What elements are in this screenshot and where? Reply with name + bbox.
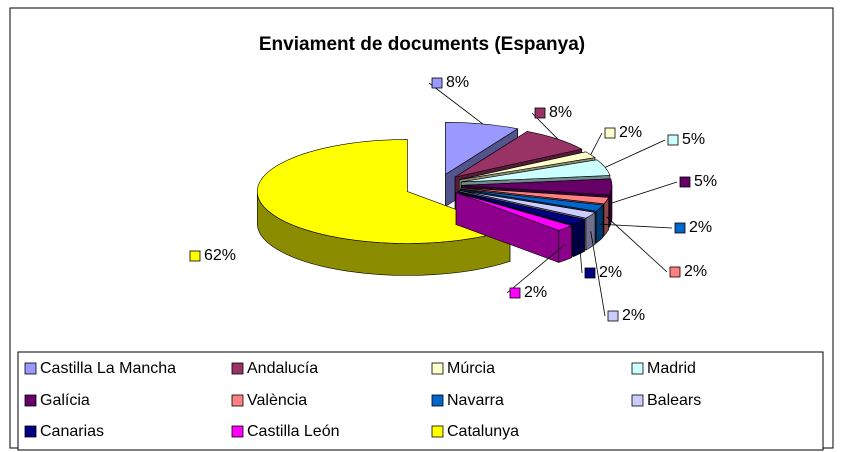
slice-top <box>461 159 611 183</box>
data-label: 62% <box>204 247 236 264</box>
legend-label: Canarias <box>40 423 104 440</box>
legend-key <box>631 362 644 375</box>
label-key <box>674 222 686 234</box>
data-label: 5% <box>694 173 717 190</box>
legend-label: Balears <box>647 392 701 409</box>
legend-key <box>431 394 444 407</box>
label-key <box>679 176 691 188</box>
slice-side <box>573 218 585 258</box>
slice-top <box>445 122 519 175</box>
label-key <box>669 266 681 278</box>
label-key <box>584 267 596 279</box>
label-key <box>189 250 201 262</box>
label-key <box>667 134 679 146</box>
legend-label: Múrcia <box>447 360 495 377</box>
legend-key <box>431 362 444 375</box>
slice-top <box>257 139 511 244</box>
leader-line <box>590 132 603 155</box>
data-label: 2% <box>599 264 622 281</box>
data-label: 8% <box>446 74 469 91</box>
leader-line <box>606 216 668 273</box>
slice <box>455 192 573 263</box>
label-key <box>534 107 546 119</box>
legend-key <box>231 425 244 438</box>
leader-line <box>605 139 666 168</box>
legend-key <box>24 425 37 438</box>
legend-label: Madrid <box>647 360 696 377</box>
leader-line <box>506 243 566 294</box>
slice-top <box>459 190 596 219</box>
data-label: 2% <box>619 124 642 141</box>
leader-line <box>611 181 678 204</box>
chart-title: Enviament de documents (Espanya) <box>259 34 585 55</box>
slice-top <box>461 187 610 205</box>
data-label: 2% <box>689 219 712 236</box>
legend-label: Navarra <box>447 392 504 409</box>
leader-line <box>599 223 673 229</box>
data-label: 8% <box>549 104 572 121</box>
slice-side <box>585 211 596 251</box>
legend-box <box>17 351 824 451</box>
legend-label: Castilla La Mancha <box>40 360 176 377</box>
legend-label: Catalunya <box>447 423 519 440</box>
slice-top <box>460 188 604 212</box>
data-label: 5% <box>682 131 705 148</box>
data-label: 2% <box>622 307 645 324</box>
slice-top <box>457 191 586 225</box>
label-key <box>509 287 521 299</box>
leader-line <box>428 82 484 125</box>
data-label: 2% <box>684 263 707 280</box>
legend: Castilla La Mancha Andalucía Múrcia Madrid G… <box>24 360 701 440</box>
slice <box>256 139 511 276</box>
data-label: 2% <box>524 284 547 301</box>
legend-label: Andalucía <box>247 360 318 377</box>
legend-label: València <box>247 392 307 409</box>
label-key <box>604 127 616 139</box>
label-key <box>607 310 619 322</box>
leader-line <box>590 231 606 317</box>
legend-label: Galícia <box>40 392 90 409</box>
pie <box>256 122 613 276</box>
data-labels: 8% 8% 2% 5% 5% 2% 2% 2% 2% 2% 62% <box>189 74 717 324</box>
legend-key <box>24 394 37 407</box>
leader-line <box>578 237 583 274</box>
legend-key <box>431 425 444 438</box>
label-key <box>431 77 443 89</box>
legend-key <box>631 394 644 407</box>
legend-key <box>231 394 244 407</box>
slice-top <box>461 178 613 196</box>
legend-key <box>231 362 244 375</box>
legend-key <box>24 362 37 375</box>
slice-top <box>455 192 573 231</box>
legend-label: Castilla León <box>247 423 340 440</box>
